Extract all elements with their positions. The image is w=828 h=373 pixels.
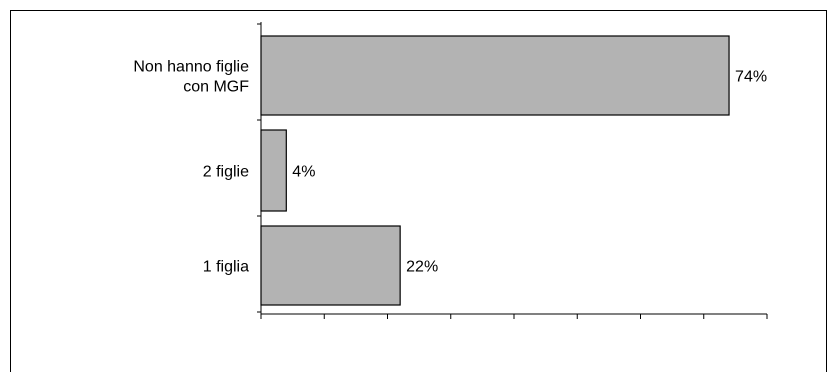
labels-layer: 74% Non hanno figlie con MGF 4% 2 figlie 22% 1… xyxy=(133,59,767,276)
category-label-line: Non hanno figlie xyxy=(133,59,249,76)
bars-layer xyxy=(260,35,730,306)
bar-1 xyxy=(260,35,730,116)
data-label-2: 4% xyxy=(292,164,315,181)
data-label-1: 74% xyxy=(735,69,767,86)
data-label-3: 22% xyxy=(406,259,438,276)
category-label-3: 1 figlia xyxy=(203,259,249,276)
category-label-line: 1 figlia xyxy=(203,259,249,276)
category-label-line: con MGF xyxy=(183,79,249,96)
chart-frame xyxy=(10,10,827,372)
axis-layer xyxy=(257,22,768,319)
category-label-2: 2 figlie xyxy=(203,164,249,181)
category-label-line: 2 figlie xyxy=(203,164,249,181)
bar-3 xyxy=(260,225,401,306)
bar-2 xyxy=(260,129,287,212)
category-label-1: Non hanno figlie con MGF xyxy=(133,59,249,96)
